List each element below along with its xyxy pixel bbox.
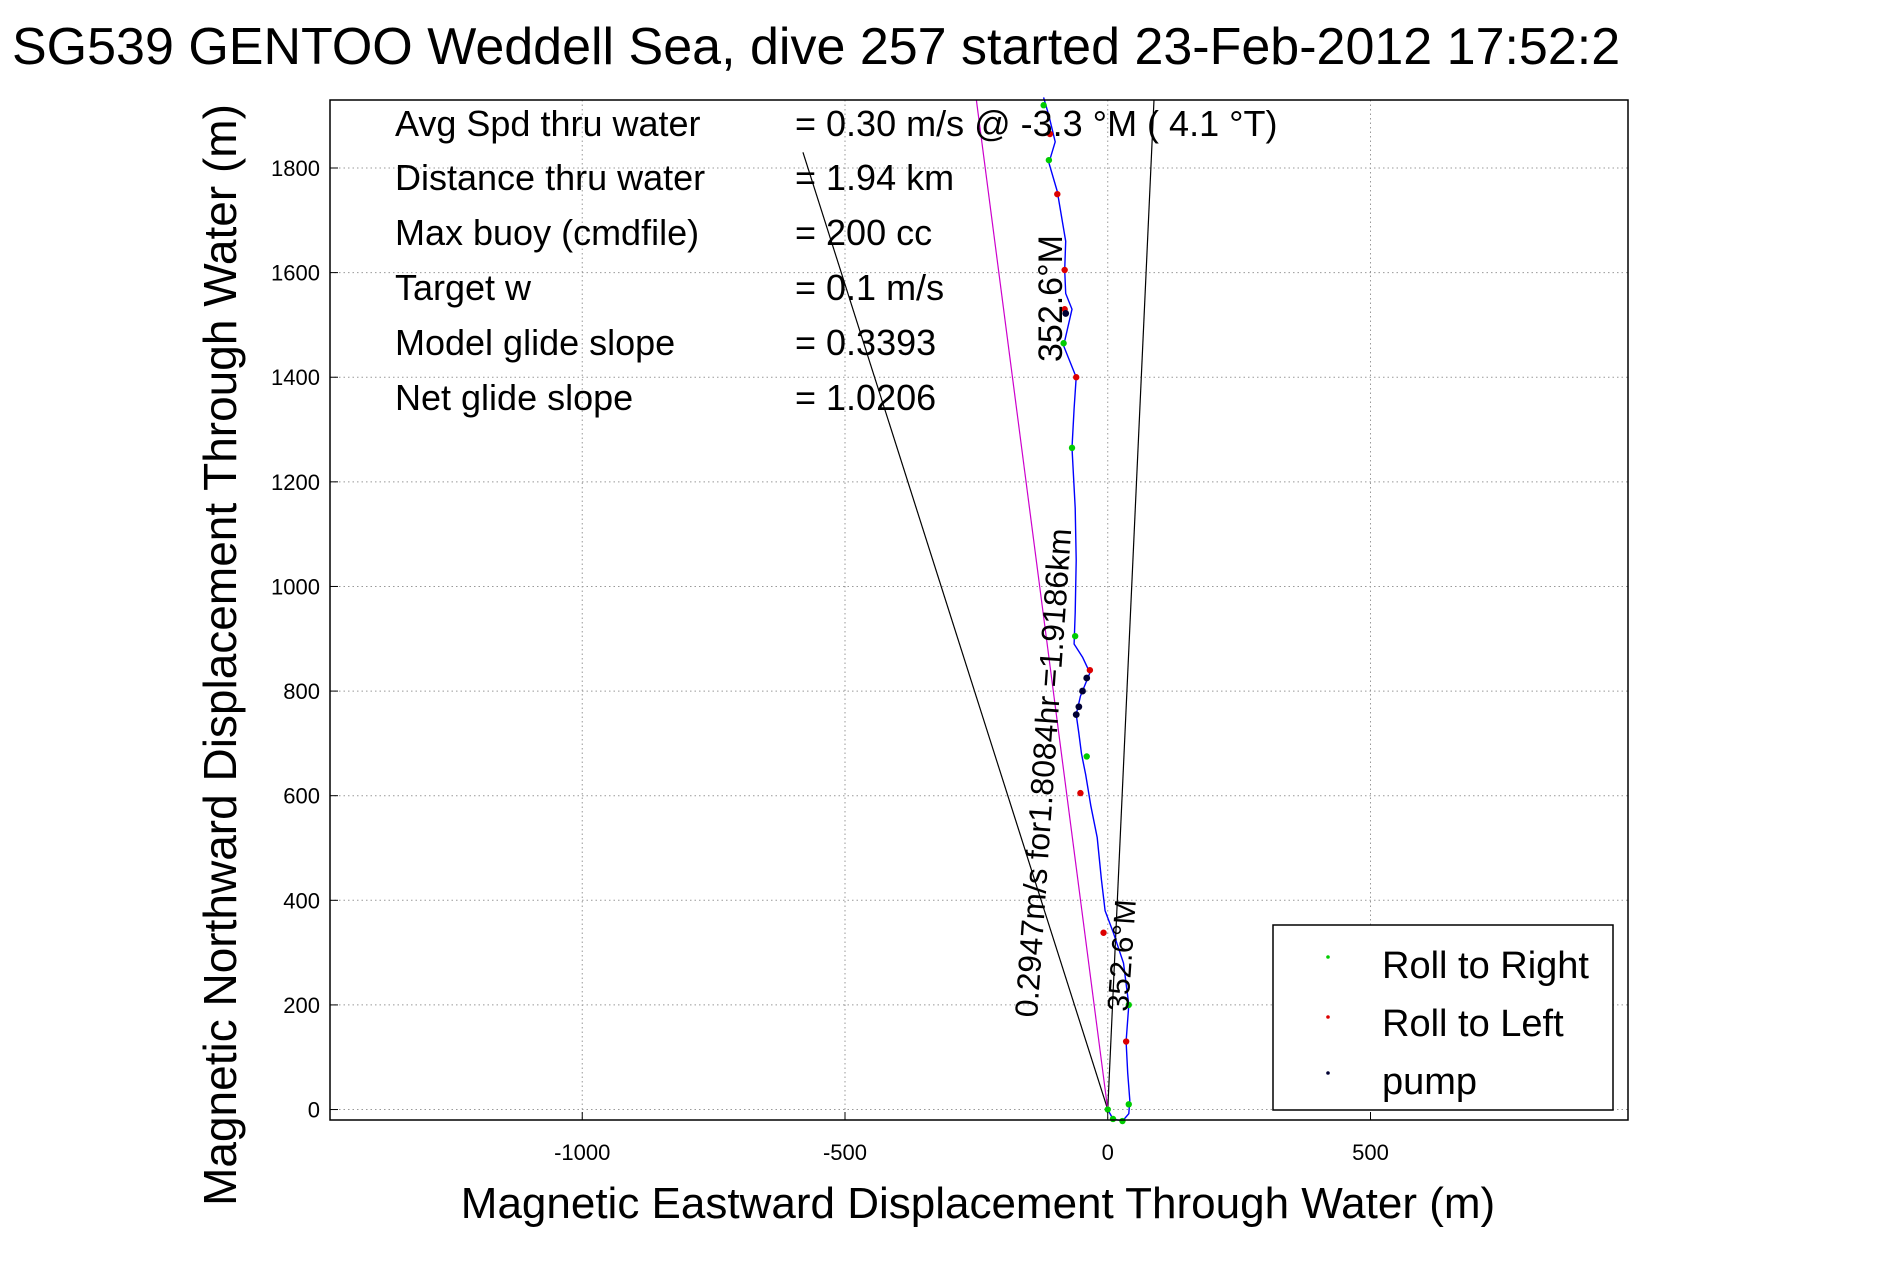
markers	[1040, 102, 1132, 1125]
roll-left-marker	[1086, 666, 1094, 674]
roll-right-marker	[1068, 444, 1076, 452]
info-label-avg-spd: Avg Spd thru water	[395, 103, 701, 144]
pump-marker	[1083, 674, 1091, 682]
x-axis-label: Magnetic Eastward Displacement Through W…	[461, 1179, 1495, 1228]
plot-frame	[329, 99, 1629, 1121]
roll-right-marker	[1040, 102, 1047, 109]
heading-line-right	[1107, 99, 1155, 1110]
roll-left-marker	[1061, 266, 1068, 274]
y-tick-label: 1200	[271, 470, 320, 495]
y-tick-label: 1400	[271, 365, 320, 390]
chart-title: SG539 GENTOO Weddell Sea, dive 257 start…	[12, 18, 1620, 76]
roll-right-marker	[1083, 753, 1090, 760]
roll-left-marker	[1046, 130, 1054, 138]
grid	[330, 100, 1628, 1120]
legend-label-roll-left: Roll to Left	[1382, 1003, 1564, 1045]
y-tick-label: 200	[283, 993, 320, 1018]
annotation-heading-upper: 352.6°M	[1032, 235, 1070, 362]
info-box: Avg Spd thru water = 0.30 m/s @ -3.3 °M …	[395, 103, 1277, 418]
info-value-net-glide: = 1.0206	[795, 377, 936, 418]
y-tick-label: 600	[283, 784, 320, 809]
info-value-avg-spd: = 0.30 m/s @ -3.3 °M ( 4.1 °T)	[795, 103, 1277, 144]
info-label-model-glide: Model glide slope	[395, 322, 675, 363]
tick-labels: -1000 -500 0 500 0 200 400 600 800 1000 1200 1400 16…	[271, 156, 1389, 1165]
roll-right-marker	[1060, 340, 1067, 347]
roll-right-marker	[1119, 1117, 1126, 1125]
y-tick-label: 1600	[271, 261, 320, 286]
roll-left-marker	[1100, 929, 1107, 936]
roll-right-marker	[1104, 1106, 1111, 1113]
legend-marker-roll-left	[1326, 1015, 1330, 1019]
roll-right-marker	[1125, 1001, 1132, 1009]
annotation-heading-lower: 352.6°M	[1102, 898, 1143, 1012]
info-label-target-w: Target w	[395, 267, 532, 308]
y-tick-label: 400	[283, 888, 320, 913]
y-tick-label: 0	[308, 1098, 320, 1123]
roll-right-marker	[1109, 1115, 1117, 1123]
dive-track	[1042, 97, 1131, 1122]
y-axis-label: Magnetic Northward Displacement Through …	[194, 104, 246, 1206]
x-tick-label: -1000	[554, 1140, 610, 1165]
pump-marker	[1062, 310, 1070, 317]
info-label-distance: Distance thru water	[395, 157, 705, 198]
pump-marker	[1072, 711, 1080, 719]
roll-left-marker	[1122, 1038, 1130, 1045]
info-value-target-w: = 0.1 m/s	[795, 267, 944, 308]
x-tick-label: 500	[1352, 1140, 1389, 1165]
y-tick-label: 800	[283, 679, 320, 704]
pump-marker	[1075, 703, 1083, 711]
roll-left-marker	[1054, 190, 1061, 198]
roll-left-marker	[1073, 374, 1080, 381]
info-value-model-glide: = 0.3393	[795, 322, 936, 363]
current-line	[975, 99, 1109, 1110]
x-tick-label: -500	[823, 1140, 867, 1165]
roll-left-marker	[1077, 789, 1084, 797]
roll-right-marker	[1071, 632, 1079, 640]
legend: Roll to Right Roll to Left pump	[1272, 924, 1614, 1111]
heading-line-left	[802, 152, 1109, 1110]
info-value-distance: = 1.94 km	[795, 157, 954, 198]
info-label-max-buoy: Max buoy (cmdfile)	[395, 212, 699, 253]
y-tick-label: 1000	[271, 574, 320, 599]
legend-label-roll-right: Roll to Right	[1382, 945, 1589, 987]
reference-lines	[802, 99, 1155, 1110]
roll-right-marker	[1045, 156, 1053, 164]
info-value-max-buoy: = 200 cc	[795, 212, 932, 253]
legend-marker-roll-right	[1326, 955, 1330, 959]
legend-marker-pump	[1326, 1071, 1330, 1075]
y-tick-label: 1800	[271, 156, 320, 181]
legend-label-pump: pump	[1382, 1061, 1477, 1103]
pump-marker	[1079, 687, 1086, 695]
info-label-net-glide: Net glide slope	[395, 377, 633, 418]
track-group	[1042, 97, 1131, 1122]
x-tick-label: 0	[1102, 1140, 1114, 1165]
roll-right-marker	[1125, 1101, 1132, 1108]
